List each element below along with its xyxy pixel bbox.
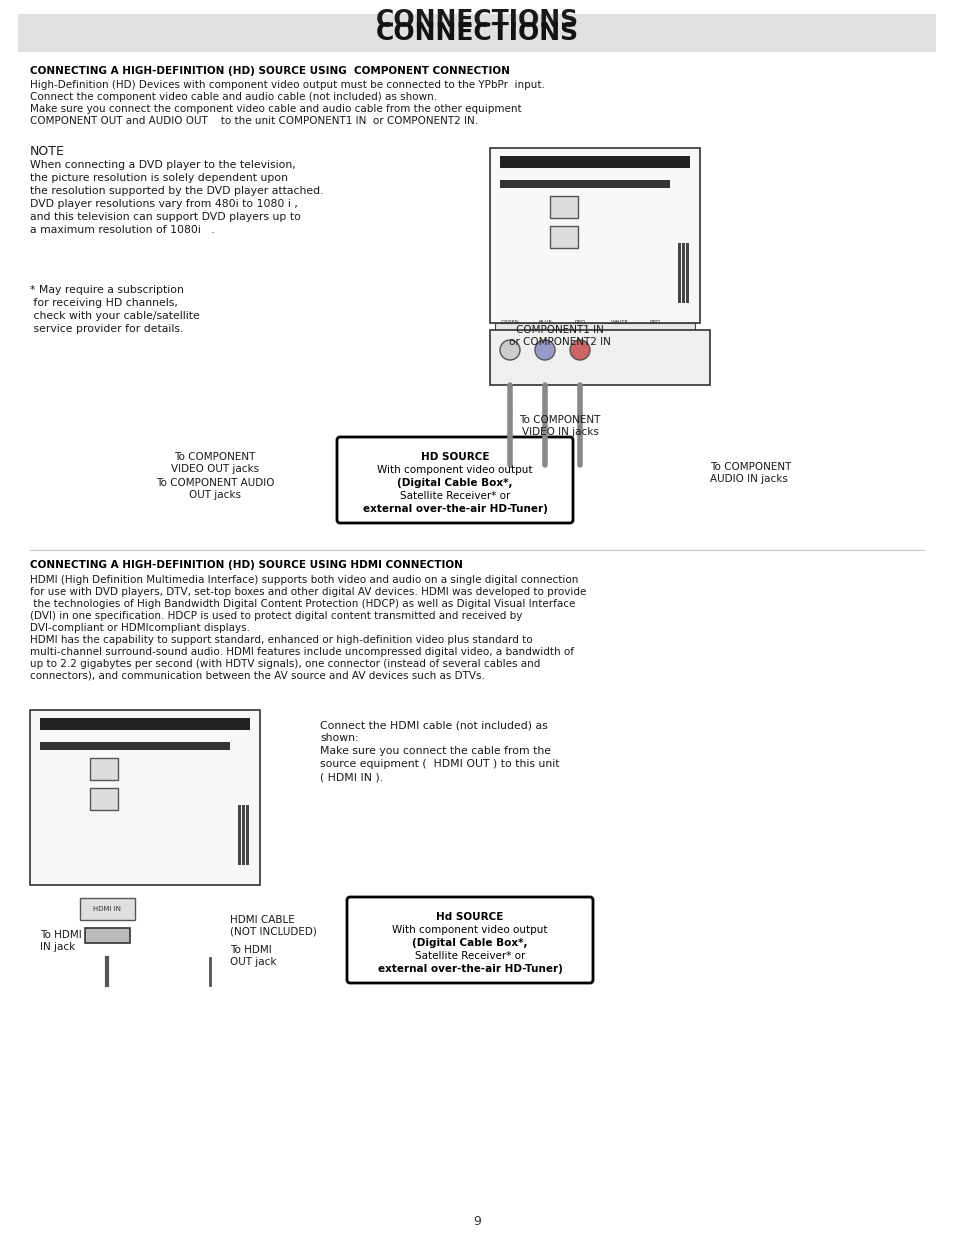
Text: NOTE: NOTE (30, 144, 65, 158)
Bar (80, 898, 135, 920)
Bar (85, 927, 130, 944)
Bar (499, 156, 689, 168)
Text: CONNECTIONS: CONNECTIONS (375, 21, 578, 44)
Text: When connecting a DVD player to the television,: When connecting a DVD player to the tele… (30, 161, 295, 170)
Text: HDMI (High Definition Multimedia Interface) supports both video and audio on a s: HDMI (High Definition Multimedia Interfa… (30, 576, 578, 585)
Text: for use with DVD players, DTV, set-top boxes and other digital AV devices. HDMI : for use with DVD players, DTV, set-top b… (30, 587, 586, 597)
Text: external over-the-air HD-Tuner): external over-the-air HD-Tuner) (377, 965, 562, 974)
Bar (90, 758, 118, 781)
Text: Satellite Receiver* or: Satellite Receiver* or (415, 951, 525, 961)
Bar (550, 196, 578, 219)
FancyBboxPatch shape (18, 14, 935, 52)
Bar (237, 805, 241, 864)
Text: Connect the HDMI cable (not included) as: Connect the HDMI cable (not included) as (319, 720, 547, 730)
Text: a maximum resolution of 1080i   .: a maximum resolution of 1080i . (30, 225, 214, 235)
Bar (40, 742, 230, 750)
Circle shape (535, 340, 555, 359)
Bar (90, 788, 118, 810)
Text: COMPONENT1 IN
or COMPONENT2 IN: COMPONENT1 IN or COMPONENT2 IN (509, 325, 610, 347)
Text: and this television can support DVD players up to: and this television can support DVD play… (30, 212, 300, 222)
Bar (246, 805, 249, 864)
Text: To HDMI
OUT jack: To HDMI OUT jack (230, 945, 276, 967)
Bar (685, 243, 688, 303)
Text: the resolution supported by the DVD player attached.: the resolution supported by the DVD play… (30, 186, 323, 196)
Text: COMPONENT OUT and AUDIO OUT    to the unit COMPONENT1 IN  or COMPONENT2 IN.: COMPONENT OUT and AUDIO OUT to the unit … (30, 116, 477, 126)
Text: connectors), and communication between the AV source and AV devices such as DTVs: connectors), and communication between t… (30, 671, 484, 680)
Text: HDMI IN: HDMI IN (92, 906, 121, 911)
Bar (30, 710, 260, 885)
Text: CONNECTING A HIGH-DEFINITION (HD) SOURCE USING HDMI CONNECTION: CONNECTING A HIGH-DEFINITION (HD) SOURCE… (30, 559, 462, 571)
Bar (490, 148, 700, 324)
Text: WHITE: WHITE (611, 320, 628, 325)
Text: RED: RED (649, 320, 660, 325)
Text: for receiving HD channels,: for receiving HD channels, (30, 298, 177, 308)
Text: Satellite Receiver* or: Satellite Receiver* or (399, 492, 510, 501)
Text: DVD player resolutions vary from 480i to 1080 i ,: DVD player resolutions vary from 480i to… (30, 199, 297, 209)
Circle shape (569, 340, 589, 359)
Text: ( HDMI IN ).: ( HDMI IN ). (319, 772, 383, 782)
Text: 9: 9 (473, 1215, 480, 1228)
Text: shown:: shown: (319, 734, 358, 743)
Text: (Digital Cable Box*,: (Digital Cable Box*, (396, 478, 512, 488)
Bar (490, 330, 709, 385)
Text: HD SOURCE: HD SOURCE (420, 452, 489, 462)
Text: multi-channel surround-sound audio. HDMI features include uncompressed digital v: multi-channel surround-sound audio. HDMI… (30, 647, 574, 657)
Text: Make sure you connect the component video cable and audio cable from the other e: Make sure you connect the component vide… (30, 104, 521, 114)
Text: the technologies of High Bandwidth Digital Content Protection (HDCP) as well as : the technologies of High Bandwidth Digit… (30, 599, 575, 609)
Bar (678, 243, 680, 303)
Text: BLUE: BLUE (537, 320, 551, 325)
Text: High-Definition (HD) Devices with component video output must be connected to th: High-Definition (HD) Devices with compon… (30, 80, 544, 90)
Bar (40, 718, 250, 730)
Text: CONNECTING A HIGH-DEFINITION (HD) SOURCE USING  COMPONENT CONNECTION: CONNECTING A HIGH-DEFINITION (HD) SOURCE… (30, 65, 509, 77)
Bar (242, 805, 245, 864)
Text: With component video output: With component video output (376, 466, 532, 475)
Text: source equipment (  HDMI OUT ) to this unit: source equipment ( HDMI OUT ) to this un… (319, 760, 558, 769)
Bar (499, 180, 669, 188)
Text: * May require a subscription: * May require a subscription (30, 285, 184, 295)
Text: DVI-compliant or HDMIcompliant displays.: DVI-compliant or HDMIcompliant displays. (30, 622, 250, 634)
Text: service provider for details.: service provider for details. (30, 324, 183, 333)
FancyBboxPatch shape (347, 897, 593, 983)
Text: HDMI CABLE
(NOT INCLUDED): HDMI CABLE (NOT INCLUDED) (230, 915, 316, 936)
FancyBboxPatch shape (336, 437, 573, 522)
Text: (Digital Cable Box*,: (Digital Cable Box*, (412, 939, 527, 948)
Text: HDMI has the capability to support standard, enhanced or high-definition video p: HDMI has the capability to support stand… (30, 635, 532, 645)
Text: external over-the-air HD-Tuner): external over-the-air HD-Tuner) (362, 504, 547, 514)
Text: CONNECTIONS: CONNECTIONS (375, 7, 578, 32)
Circle shape (499, 340, 519, 359)
Text: To COMPONENT
VIDEO IN jacks: To COMPONENT VIDEO IN jacks (518, 415, 600, 437)
Text: up to 2.2 gigabytes per second (with HDTV signals), one connector (instead of se: up to 2.2 gigabytes per second (with HDT… (30, 659, 539, 669)
Text: RED: RED (574, 320, 585, 325)
Text: (DVI) in one specification. HDCP is used to protect digital content transmitted : (DVI) in one specification. HDCP is used… (30, 611, 522, 621)
Text: Connect the component video cable and audio cable (not included) as shown.: Connect the component video cable and au… (30, 91, 436, 103)
Text: check with your cable/satellite: check with your cable/satellite (30, 311, 199, 321)
Text: the picture resolution is solely dependent upon: the picture resolution is solely depende… (30, 173, 288, 183)
Text: Hd SOURCE: Hd SOURCE (436, 911, 503, 923)
Text: To COMPONENT AUDIO
OUT jacks: To COMPONENT AUDIO OUT jacks (155, 478, 274, 500)
Text: To COMPONENT
VIDEO OUT jacks: To COMPONENT VIDEO OUT jacks (171, 452, 259, 473)
Text: With component video output: With component video output (392, 925, 547, 935)
Text: Make sure you connect the cable from the: Make sure you connect the cable from the (319, 746, 551, 756)
Bar (681, 243, 684, 303)
Bar (550, 226, 578, 248)
Text: To HDMI
IN jack: To HDMI IN jack (40, 930, 82, 952)
Text: GREEN: GREEN (500, 320, 518, 325)
Bar (495, 324, 695, 331)
Text: To COMPONENT
AUDIO IN jacks: To COMPONENT AUDIO IN jacks (709, 462, 791, 484)
